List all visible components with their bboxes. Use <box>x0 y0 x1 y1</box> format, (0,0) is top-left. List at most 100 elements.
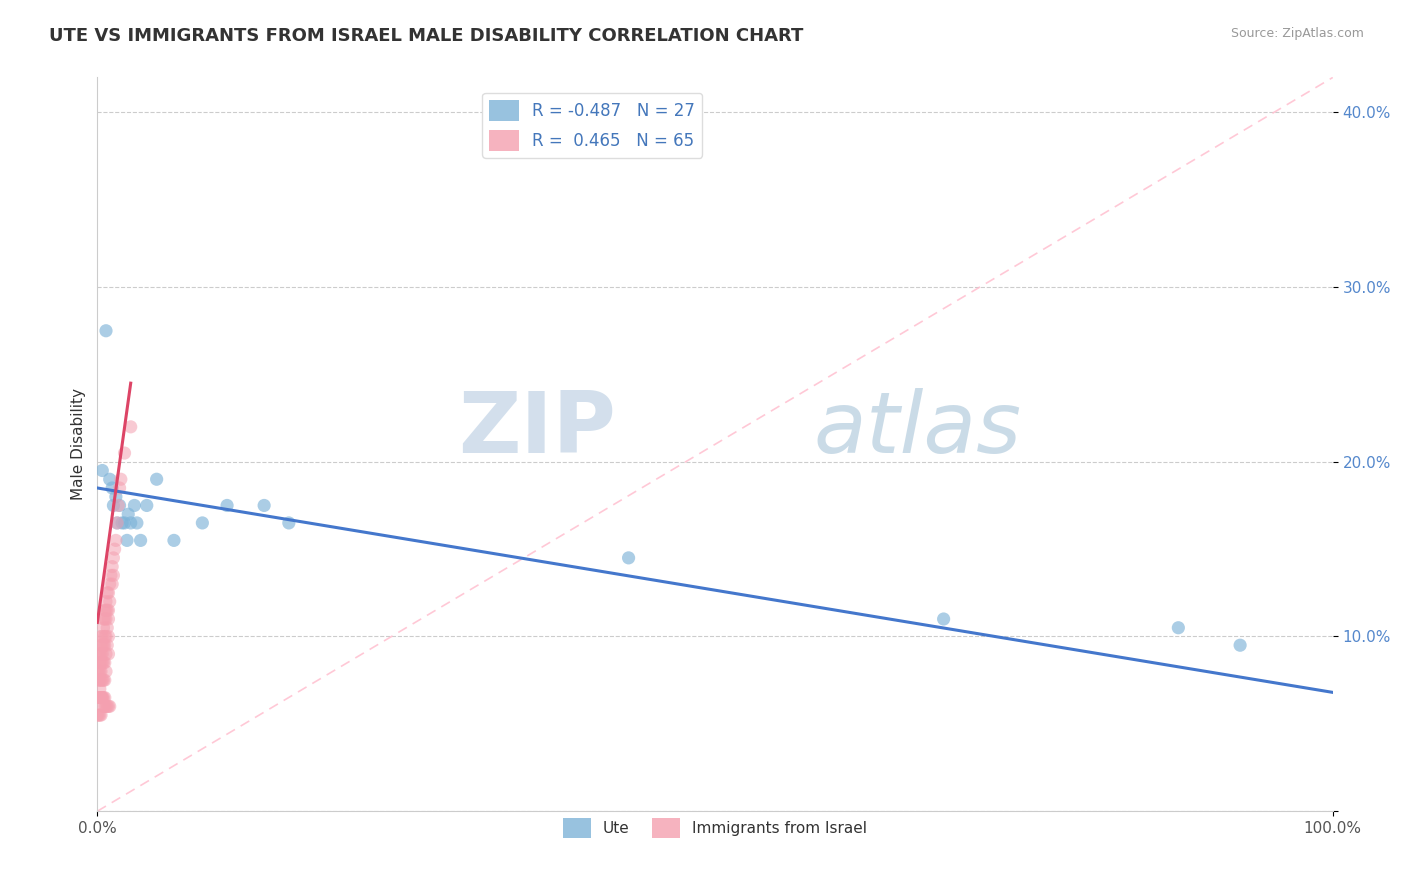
Text: Source: ZipAtlas.com: Source: ZipAtlas.com <box>1230 27 1364 40</box>
Point <box>89 690 111 705</box>
Point <box>277 516 299 530</box>
Point <box>96 603 118 617</box>
Legend: Ute, Immigrants from Israel: Ute, Immigrants from Israel <box>557 812 873 844</box>
Point <box>96 586 118 600</box>
Point <box>90 656 112 670</box>
Point <box>101 481 124 495</box>
Point <box>91 656 114 670</box>
Point <box>86 708 108 723</box>
Text: ZIP: ZIP <box>458 388 616 471</box>
Point <box>94 665 117 679</box>
Point <box>89 647 111 661</box>
Point <box>94 324 117 338</box>
Point <box>94 594 117 608</box>
Point <box>94 656 117 670</box>
Point <box>87 665 110 679</box>
Point <box>89 681 111 696</box>
Point <box>105 516 128 530</box>
Point <box>86 665 108 679</box>
Point <box>94 612 117 626</box>
Point <box>932 612 955 626</box>
Point <box>91 690 114 705</box>
Point <box>97 699 120 714</box>
Point <box>114 446 136 460</box>
Point <box>93 656 115 670</box>
Point <box>91 647 114 661</box>
Point <box>94 612 117 626</box>
Point <box>115 533 138 548</box>
Point <box>90 665 112 679</box>
Point <box>96 699 118 714</box>
Point <box>120 420 142 434</box>
Y-axis label: Male Disability: Male Disability <box>72 388 86 500</box>
Text: UTE VS IMMIGRANTS FROM ISRAEL MALE DISABILITY CORRELATION CHART: UTE VS IMMIGRANTS FROM ISRAEL MALE DISAB… <box>49 27 804 45</box>
Point <box>129 533 152 548</box>
Point <box>97 603 120 617</box>
Point <box>108 499 131 513</box>
Point <box>96 638 118 652</box>
Point <box>94 690 117 705</box>
Point <box>90 673 112 688</box>
Point <box>90 638 112 652</box>
Point <box>91 638 114 652</box>
Point <box>94 603 117 617</box>
Point <box>124 499 146 513</box>
Point <box>93 612 115 626</box>
Point <box>90 690 112 705</box>
Point <box>117 507 139 521</box>
Point <box>94 638 117 652</box>
Point <box>93 699 115 714</box>
Point <box>1167 621 1189 635</box>
Point <box>93 621 115 635</box>
Point <box>94 699 117 714</box>
Point <box>108 481 131 495</box>
Point <box>104 533 127 548</box>
Point <box>90 708 112 723</box>
Point <box>98 699 121 714</box>
Point <box>91 673 114 688</box>
Point <box>90 630 112 644</box>
Point <box>97 586 120 600</box>
Point <box>617 550 640 565</box>
Point <box>97 647 120 661</box>
Text: atlas: atlas <box>814 388 1022 471</box>
Point <box>98 577 121 591</box>
Point <box>96 621 118 635</box>
Point <box>97 612 120 626</box>
Point <box>163 533 186 548</box>
Point <box>217 499 239 513</box>
Point <box>111 516 134 530</box>
Point <box>93 638 115 652</box>
Point <box>89 656 111 670</box>
Point <box>103 568 125 582</box>
Point <box>253 499 276 513</box>
Point <box>97 630 120 644</box>
Point <box>101 559 124 574</box>
Point <box>94 699 117 714</box>
Point <box>103 550 125 565</box>
Point <box>87 690 110 705</box>
Point <box>104 542 127 557</box>
Point <box>87 708 110 723</box>
Point <box>107 499 129 513</box>
Point <box>98 472 121 486</box>
Point <box>91 630 114 644</box>
Point <box>120 516 142 530</box>
Point <box>87 673 110 688</box>
Point <box>110 472 132 486</box>
Point <box>94 630 117 644</box>
Point <box>93 690 115 705</box>
Point <box>94 673 117 688</box>
Point <box>89 673 111 688</box>
Point <box>94 603 117 617</box>
Point <box>145 472 167 486</box>
Point <box>89 708 111 723</box>
Point <box>91 690 114 705</box>
Point <box>94 630 117 644</box>
Point <box>104 490 127 504</box>
Point <box>135 499 157 513</box>
Point <box>86 690 108 705</box>
Point <box>125 516 148 530</box>
Point <box>98 594 121 608</box>
Point <box>87 647 110 661</box>
